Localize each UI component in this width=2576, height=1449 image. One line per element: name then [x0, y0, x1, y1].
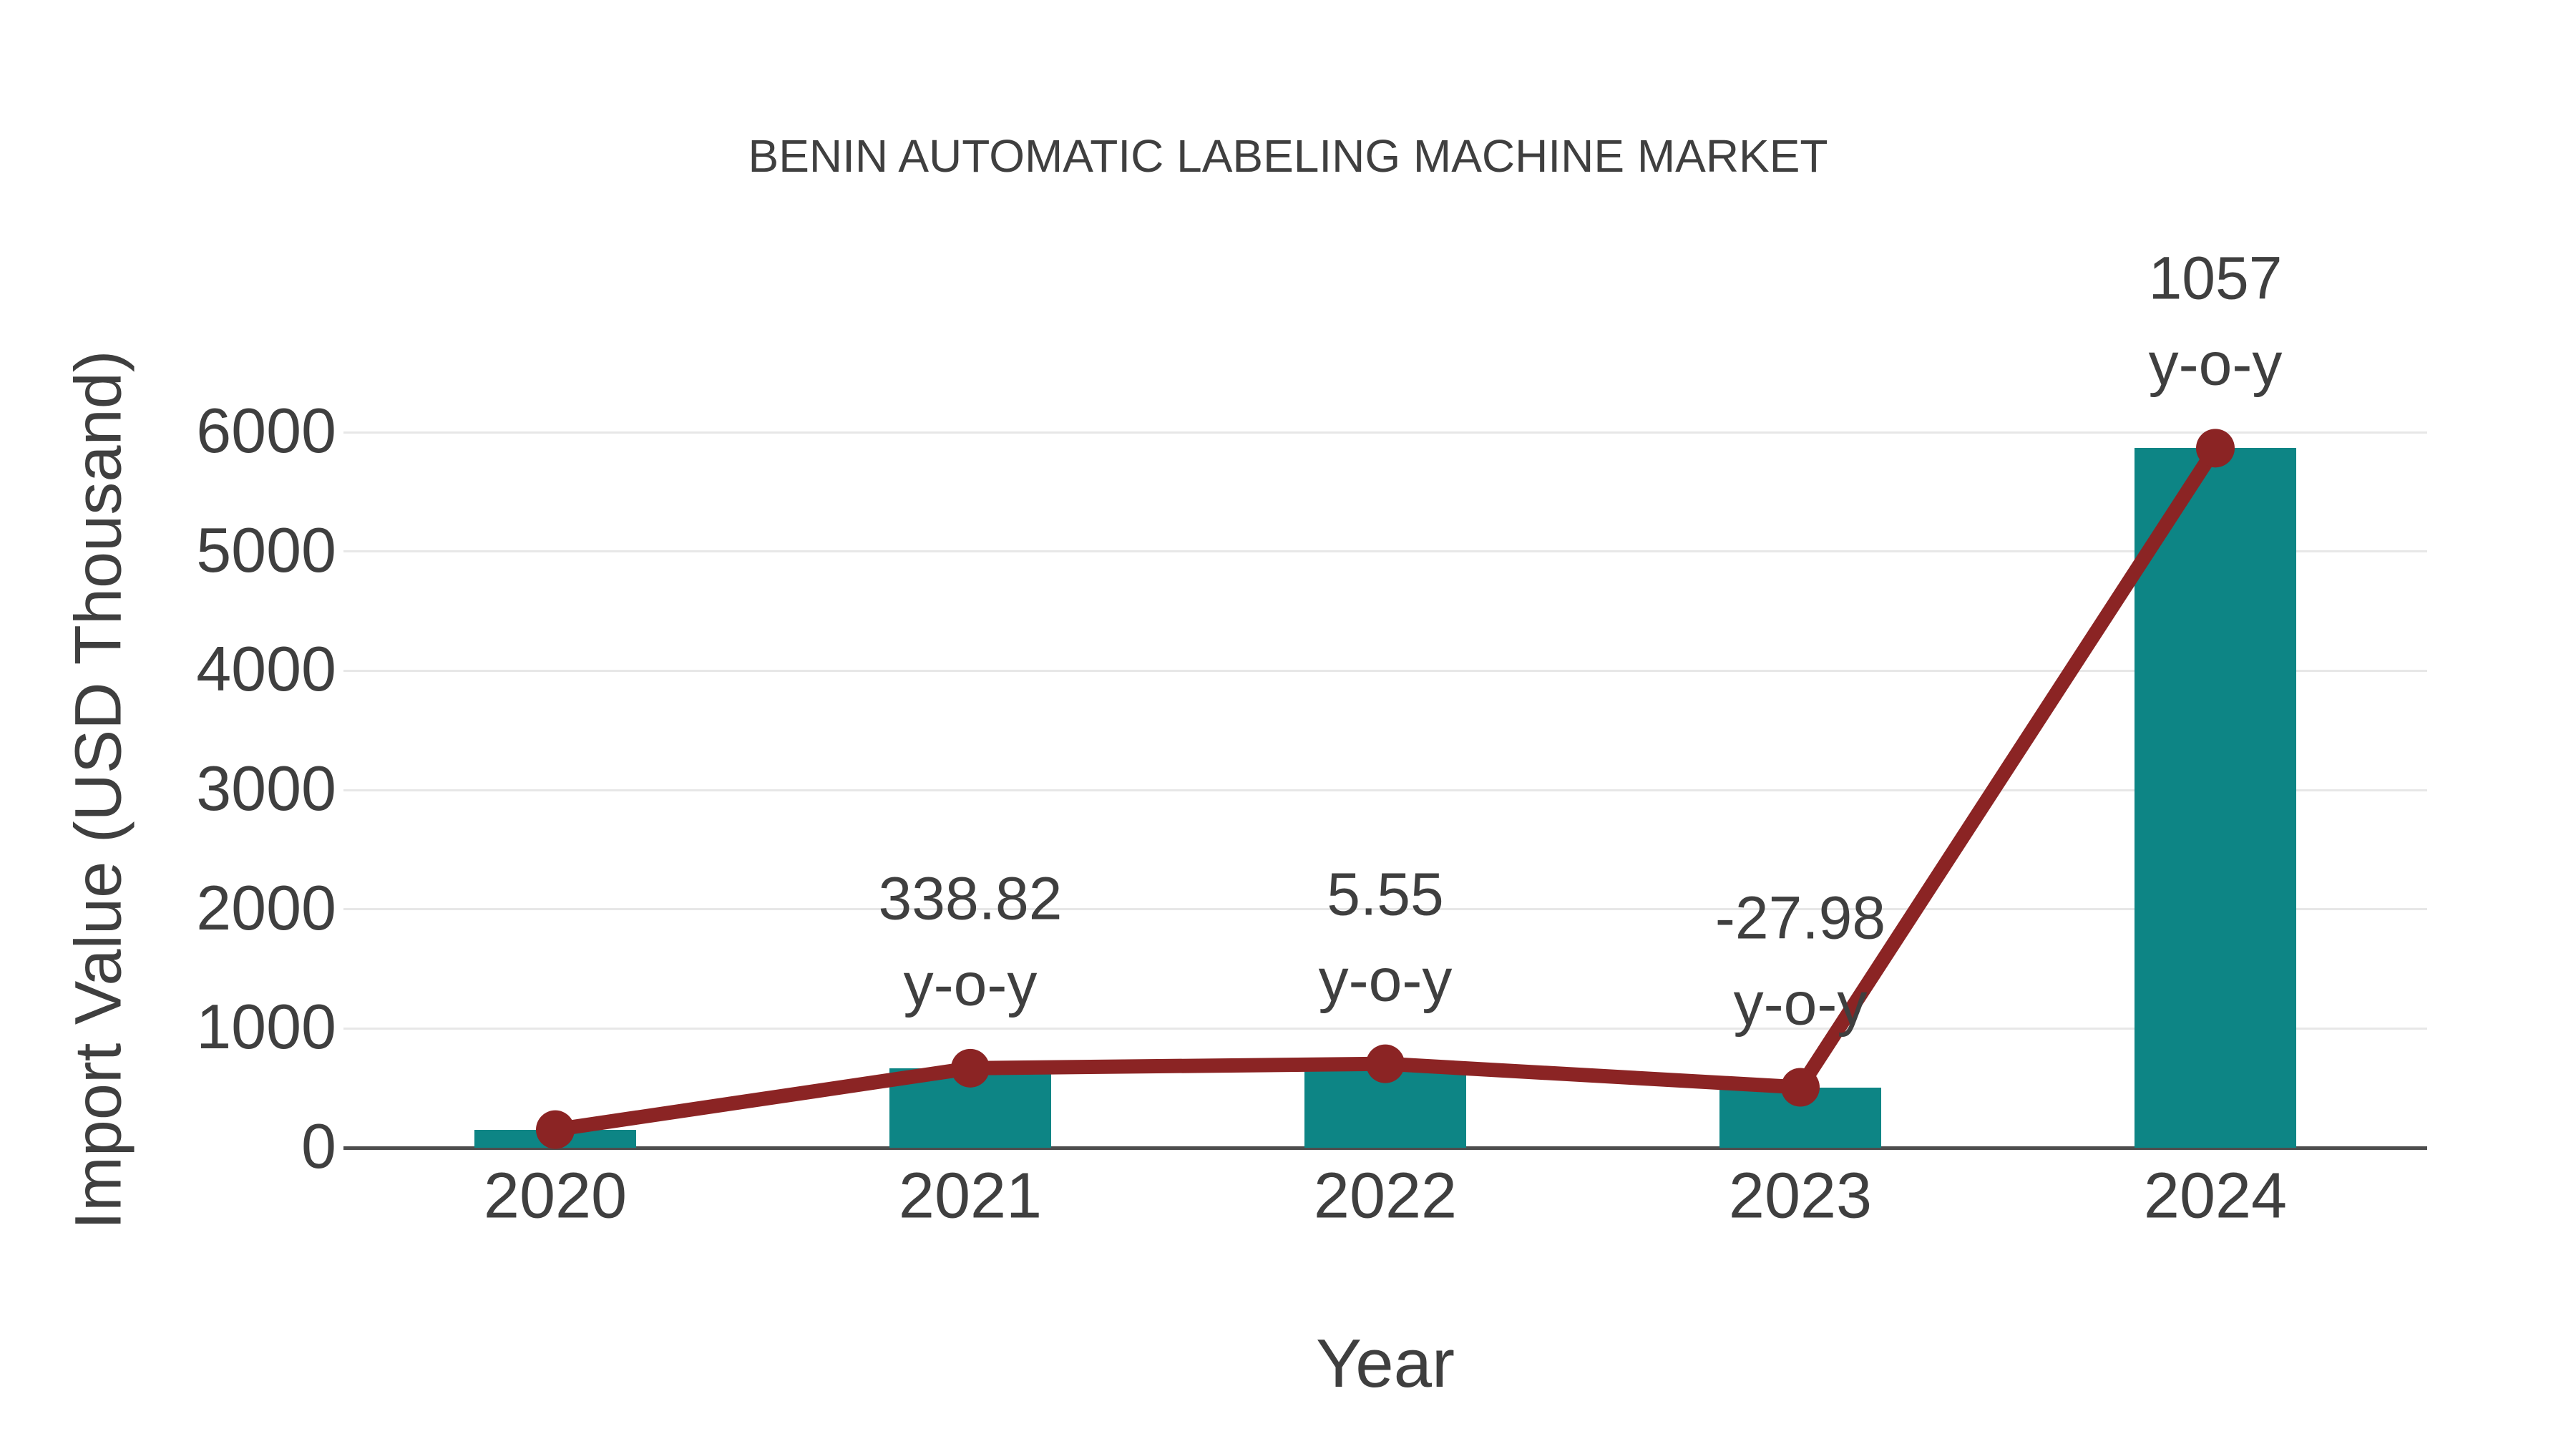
gridline-3000	[343, 789, 2427, 791]
bar-2024	[2135, 448, 2296, 1148]
data-point-marker-2020	[536, 1110, 575, 1149]
gridline-6000	[343, 431, 2427, 434]
data-point-marker-2021	[951, 1048, 990, 1088]
data-point-marker-2023	[1781, 1068, 1820, 1107]
yoy-suffix-2024: y-o-y	[2148, 330, 2283, 398]
gridline-5000	[343, 550, 2427, 553]
gridline-1000	[343, 1027, 2427, 1030]
x-tick-label-2024: 2024	[2143, 1160, 2288, 1232]
x-tick-label-2020: 2020	[483, 1160, 628, 1232]
x-tick-label-2022: 2022	[1313, 1160, 1458, 1232]
trend-line	[554, 444, 2222, 1137]
x-axis-line	[343, 1146, 2427, 1150]
gridline-2000	[343, 908, 2427, 911]
yoy-value-2021: 338.82	[878, 864, 1063, 932]
yoy-suffix-2022: y-o-y	[1318, 946, 1453, 1014]
x-axis-title: Year	[1316, 1325, 1455, 1402]
y-tick-label-6000: 6000	[196, 394, 336, 466]
chart-title: BENIN AUTOMATIC LABELING MACHINE MARKET	[748, 130, 1828, 182]
data-point-marker-2024	[2196, 429, 2235, 468]
yoy-value-2024: 1057	[2148, 244, 2283, 312]
y-tick-label-4000: 4000	[196, 633, 336, 705]
yoy-suffix-2021: y-o-y	[903, 950, 1038, 1018]
yoy-value-2023: -27.98	[1714, 884, 1886, 951]
y-tick-label-3000: 3000	[196, 752, 336, 824]
y-tick-label-2000: 2000	[196, 872, 336, 943]
yoy-suffix-2023: y-o-y	[1733, 970, 1868, 1037]
gridline-4000	[343, 669, 2427, 672]
y-tick-label-0: 0	[301, 1110, 336, 1181]
x-tick-label-2021: 2021	[898, 1160, 1043, 1232]
data-point-marker-2022	[1366, 1044, 1405, 1083]
y-tick-label-1000: 1000	[196, 991, 336, 1063]
x-tick-label-2023: 2023	[1728, 1160, 1873, 1232]
yoy-value-2022: 5.55	[1327, 860, 1444, 928]
y-tick-label-5000: 5000	[196, 514, 336, 585]
